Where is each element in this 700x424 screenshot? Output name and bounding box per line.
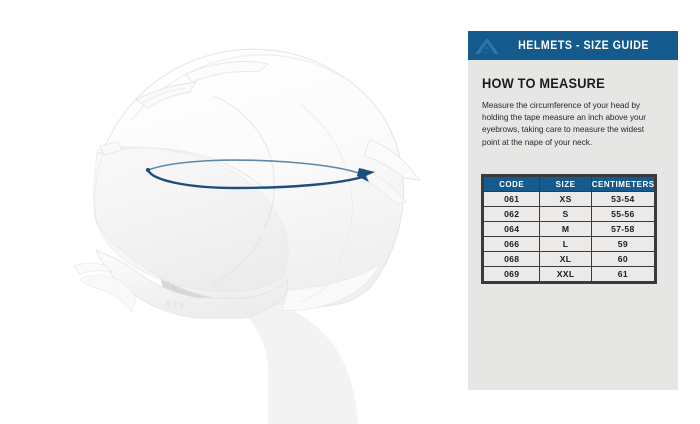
table-header-row: CODE SIZE CENTIMETERS	[482, 176, 656, 192]
cell-centimeters: 57-58	[590, 221, 656, 237]
neck-silhouette	[232, 298, 358, 424]
table-row: 069 XXL 61	[482, 266, 656, 282]
size-table-container: CODE SIZE CENTIMETERS 061 XS 53-54 062 S…	[481, 174, 657, 284]
chin-bar	[95, 249, 289, 319]
measuring-tape-arrow-icon	[357, 168, 375, 182]
how-to-measure-text: Measure the circumference of your head b…	[482, 100, 646, 147]
chin-guard-left	[73, 262, 114, 275]
cell-centimeters: 59	[590, 236, 656, 252]
cell-centimeters: 53-54	[590, 191, 656, 207]
shell-rear-seam	[299, 271, 341, 303]
cell-centimeters: 60	[590, 251, 656, 267]
how-to-measure-heading: HOW TO MEASURE	[482, 76, 605, 91]
cell-code: 062	[482, 206, 541, 222]
cell-size: L	[539, 236, 592, 252]
cell-centimeters: 55-56	[590, 206, 656, 222]
cell-size: S	[539, 206, 592, 222]
helmet-illustration-area	[73, 48, 422, 424]
shell-side-seam	[299, 103, 353, 269]
rear-spoiler-lower	[355, 167, 407, 205]
size-table: CODE SIZE CENTIMETERS 061 XS 53-54 062 S…	[482, 176, 656, 282]
brand-logo-icon	[475, 37, 499, 54]
table-row: 066 L 59	[482, 236, 656, 252]
helmet-diagram	[73, 48, 422, 424]
measuring-tape	[145, 159, 375, 190]
table-row: 064 M 57-58	[482, 221, 656, 237]
measuring-tape-left-end	[145, 167, 151, 173]
cell-code: 064	[482, 221, 541, 237]
table-row: 061 XS 53-54	[482, 191, 656, 207]
table-row: 062 S 55-56	[482, 206, 656, 222]
liner-line-1	[213, 95, 275, 229]
crown-vent	[185, 61, 270, 83]
helmet-visor	[93, 146, 289, 292]
chin-guard-lower	[79, 274, 137, 313]
cell-size: XL	[539, 251, 592, 267]
measuring-tape-front	[146, 169, 367, 190]
panel-body: HOW TO MEASURE Measure the circumference…	[468, 60, 678, 390]
liner-line-2	[211, 235, 263, 285]
top-vent-left-edge	[139, 87, 187, 105]
cell-code: 066	[482, 236, 541, 252]
column-header-size: SIZE	[539, 176, 592, 192]
cell-size: M	[539, 221, 592, 237]
cell-code: 069	[482, 266, 541, 282]
column-header-centimeters: CENTIMETERS	[590, 176, 656, 192]
cell-size: XS	[539, 191, 592, 207]
panel-header-title: HELMETS - SIZE GUIDE	[518, 39, 650, 52]
cell-code: 068	[482, 251, 541, 267]
cell-size: XXL	[539, 266, 592, 282]
panel-header: HELMETS - SIZE GUIDE	[468, 31, 678, 60]
column-header-code: CODE	[482, 176, 541, 192]
size-guide-panel: HELMETS - SIZE GUIDE HOW TO MEASURE Meas…	[468, 31, 678, 390]
table-row: 068 XL 60	[482, 251, 656, 267]
cell-centimeters: 61	[590, 266, 656, 282]
visor-pivot	[99, 141, 123, 156]
chin-vent-slats	[166, 300, 184, 309]
cell-code: 061	[482, 191, 541, 207]
measuring-tape-back	[147, 159, 367, 177]
rear-spoiler	[363, 139, 422, 181]
